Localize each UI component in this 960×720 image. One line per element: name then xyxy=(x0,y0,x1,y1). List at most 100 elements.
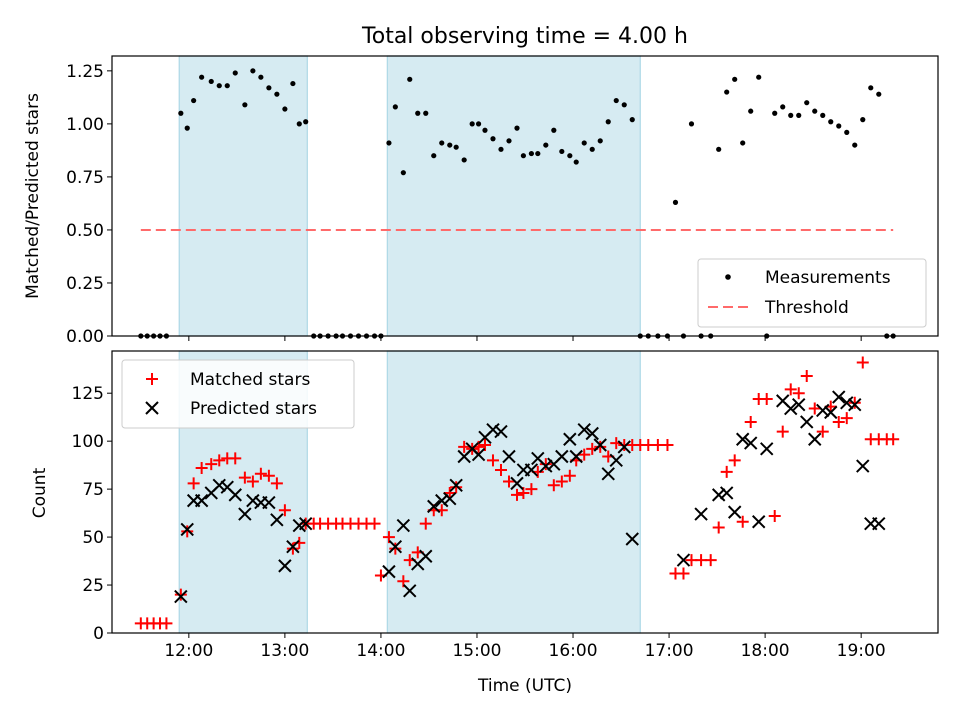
predicted-star-point xyxy=(824,405,838,420)
shaded-interval xyxy=(386,55,641,337)
matched-star-point xyxy=(720,465,733,478)
matched-star-point xyxy=(728,454,741,467)
matched-star-point xyxy=(594,440,607,453)
matched-star-point xyxy=(450,481,463,494)
measurement-point xyxy=(392,104,398,110)
matched-star-point xyxy=(784,383,797,396)
predicted-star-point xyxy=(792,398,806,412)
measurement-point xyxy=(535,150,541,157)
predicted-star-point xyxy=(625,532,639,546)
y-tick-label: 0.50 xyxy=(66,221,104,241)
y-tick-label: 75 xyxy=(82,480,104,500)
measurement-point xyxy=(732,76,738,82)
measurement-point xyxy=(266,85,272,91)
measurement-point xyxy=(498,146,504,152)
measurement-point xyxy=(461,157,467,163)
matched-star-point xyxy=(262,469,275,482)
predicted-star-point xyxy=(502,449,516,464)
predicted-star-point xyxy=(278,559,292,573)
measurement-point xyxy=(780,104,786,110)
measurement-point xyxy=(469,121,475,127)
measurement-point xyxy=(423,110,429,116)
measurement-point xyxy=(528,150,535,157)
matched-star-point xyxy=(270,477,283,490)
matched-star-point xyxy=(816,425,829,438)
matched-star-point xyxy=(704,554,717,567)
measurement-point xyxy=(804,100,810,106)
bottom-legend-box xyxy=(121,359,355,429)
bottom-x-ticks: 12:00 13:00 14:00 15:00 16:00 17:00 18:00 19:00 xyxy=(164,633,886,661)
predicted-star-point xyxy=(298,516,313,531)
measurement-point xyxy=(844,129,850,135)
measurement-point xyxy=(439,140,445,146)
measurement-point xyxy=(453,144,459,150)
matched-star-point xyxy=(736,515,749,528)
measurement-point xyxy=(232,70,238,76)
measurement-point xyxy=(490,136,496,142)
predicted-star-point xyxy=(719,486,734,500)
predicted-star-point xyxy=(676,553,691,567)
measurement-points xyxy=(138,68,896,339)
matched-star-point xyxy=(286,542,299,555)
predicted-star-point xyxy=(816,403,830,418)
matched-star-point xyxy=(187,477,200,490)
shaded-interval xyxy=(178,55,308,337)
y-tick-label: 100 xyxy=(72,432,104,452)
predicted-star-point xyxy=(246,493,260,508)
legend-predicted-label: Predicted stars xyxy=(190,399,317,419)
measurement-point xyxy=(199,74,205,80)
predicted-star-point xyxy=(694,507,708,521)
matched-star-point xyxy=(848,396,861,409)
predicted-star-point xyxy=(848,398,862,412)
x-tick-label: 13:00 xyxy=(260,641,309,661)
measurement-point xyxy=(605,119,611,125)
measurement-point xyxy=(573,159,579,165)
predicted-star-point xyxy=(577,422,591,437)
y-tick-label: 1.00 xyxy=(66,115,104,135)
predicted-star-point xyxy=(435,493,449,508)
top-y-ticks: 0.00 0.25 0.50 0.75 1.00 1.25 xyxy=(66,62,112,347)
predicted-star-point xyxy=(760,442,774,456)
y-tick-label: 0.25 xyxy=(66,274,104,294)
x-tick-label: 16:00 xyxy=(549,641,598,661)
predicted-star-point xyxy=(449,478,463,492)
matched-star-point xyxy=(792,387,805,400)
measurement-point xyxy=(756,74,762,80)
y-tick-label: 0.75 xyxy=(66,168,104,188)
x-tick-label: 19:00 xyxy=(837,641,886,661)
matched-star-point xyxy=(278,504,291,517)
measurement-point xyxy=(597,138,603,144)
measurement-point xyxy=(581,140,587,146)
measurement-point xyxy=(242,102,248,108)
measurement-point xyxy=(184,125,190,131)
measurement-point xyxy=(621,102,627,108)
top-shaded-intervals xyxy=(178,55,641,337)
measurement-point xyxy=(290,80,296,87)
predicted-star-point xyxy=(403,584,417,598)
measurement-point xyxy=(796,112,802,118)
measurement-point xyxy=(407,76,413,82)
y-tick-label: 125 xyxy=(72,384,104,404)
predicted-star-point xyxy=(800,415,814,429)
predicted-star-point xyxy=(286,539,300,554)
top-plot-frame xyxy=(111,55,939,337)
matched-star-point xyxy=(563,469,576,482)
predicted-star-point xyxy=(593,438,607,452)
predicted-star-point xyxy=(510,476,524,491)
matched-star-point xyxy=(661,439,674,451)
x-tick-label: 14:00 xyxy=(356,641,405,661)
measurement-point xyxy=(629,117,635,123)
predicted-star-point xyxy=(569,449,583,464)
top-legend-box xyxy=(697,258,927,328)
matched-star-point xyxy=(768,509,781,522)
predicted-star-point xyxy=(617,440,631,454)
x-tick-label: 15:00 xyxy=(452,641,501,661)
measurement-point xyxy=(868,85,874,91)
top-panel: 0.00 0.25 0.50 0.75 1.00 1.25 Matched/Predict… xyxy=(23,55,939,347)
predicted-star-point xyxy=(212,478,226,492)
measurement-point xyxy=(400,170,406,176)
y-tick-label: 1.25 xyxy=(66,62,104,82)
bottom-legend: Matched stars Predicted stars xyxy=(121,359,355,429)
measurement-point xyxy=(258,74,264,80)
